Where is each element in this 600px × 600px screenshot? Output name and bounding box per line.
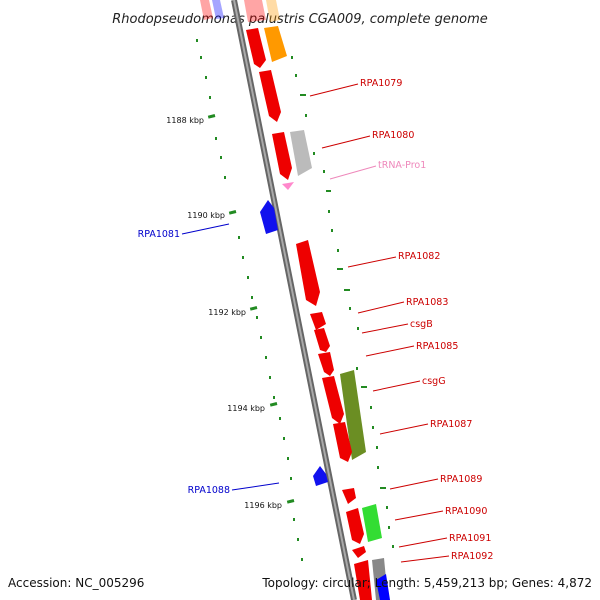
genome-backbone-highlight <box>233 0 355 600</box>
gene-label[interactable]: RPA1079 <box>360 78 402 89</box>
gene-arrow-rpa1089[interactable] <box>342 488 356 504</box>
gene-label[interactable]: RPA1081 <box>138 229 180 240</box>
gene-label[interactable]: RPA1087 <box>430 419 472 430</box>
bright-green-feature[interactable] <box>362 504 382 542</box>
green-feature[interactable] <box>340 370 366 460</box>
blue-feature-bottom[interactable] <box>376 574 390 600</box>
gene-arrow-rpa1079[interactable] <box>259 70 281 122</box>
gene-arrow-rpa1083[interactable] <box>310 312 326 330</box>
trna-pro1-arrow[interactable] <box>282 182 294 190</box>
gene-label[interactable]: RPA1090 <box>445 506 487 517</box>
gene-label[interactable]: csgG <box>422 376 446 387</box>
gene-arrow-csgg[interactable] <box>322 376 344 424</box>
gene-label[interactable]: RPA1082 <box>398 251 440 262</box>
map-title: Rhodopseudomonas palustris CGA009, compl… <box>112 12 488 27</box>
gene-label[interactable]: RPA1080 <box>372 130 414 141</box>
feature-track <box>246 26 388 600</box>
grey-feature[interactable] <box>290 130 312 176</box>
gene-label[interactable]: RPA1092 <box>451 551 493 562</box>
feature-fade-top <box>200 0 280 22</box>
gene-arrow-rpa1088[interactable] <box>313 466 328 486</box>
reverse-feature-track <box>260 200 390 600</box>
gene-arrow-rpa1080[interactable] <box>272 132 292 180</box>
gene-arrow-rpa1090[interactable] <box>346 508 364 544</box>
inner-tick-ring <box>196 39 303 561</box>
gene-arrow-rpa1092[interactable] <box>354 560 372 600</box>
gene-label[interactable]: RPA1085 <box>416 341 458 352</box>
gene-label[interactable]: RPA1091 <box>449 533 491 544</box>
scale-label: 1188 kbp <box>166 116 204 125</box>
gene-arrow-rpa1091[interactable] <box>352 546 366 558</box>
gene-arrow-rpa1081[interactable] <box>260 200 278 234</box>
gene-arrow-rpa1087[interactable] <box>333 422 352 462</box>
gene-arrow-csgb[interactable] <box>314 328 330 352</box>
scale-label: 1196 kbp <box>244 501 282 510</box>
gene-label[interactable]: tRNA-Pro1 <box>378 160 426 171</box>
accession-text: Accession: NC_005296 <box>8 576 144 590</box>
gene-arrow-rpa1082[interactable] <box>296 240 320 306</box>
gene-label[interactable]: csgB <box>410 319 433 330</box>
gene-label[interactable]: RPA1088 <box>188 485 230 496</box>
gene-label[interactable]: RPA1089 <box>440 474 482 485</box>
genome-summary-text: Topology: circular; Length: 5,459,213 bp… <box>261 576 592 590</box>
scale-label: 1194 kbp <box>227 404 265 413</box>
outer-tick-ring <box>291 56 394 548</box>
gene-arrow-rpa1085[interactable] <box>318 352 334 376</box>
scale-label: 1192 kbp <box>208 308 246 317</box>
gene-label[interactable]: RPA1083 <box>406 297 448 308</box>
kbp-major-ticks <box>207 114 295 504</box>
gene-arrow[interactable] <box>246 28 266 68</box>
orange-feature[interactable] <box>264 26 287 62</box>
label-leaders <box>181 83 450 563</box>
scale-label: 1190 kbp <box>187 211 225 220</box>
